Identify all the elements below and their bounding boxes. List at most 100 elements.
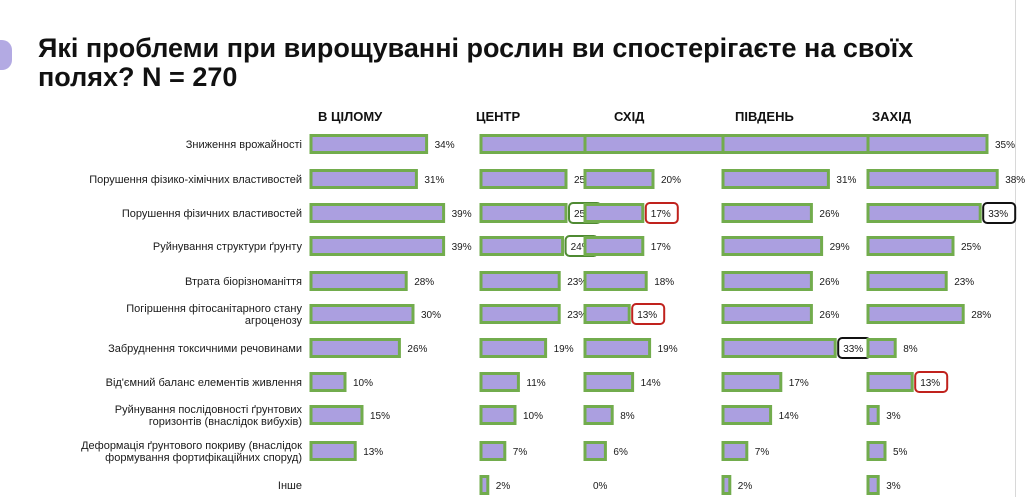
- value-label: 18%: [654, 277, 674, 288]
- bar: [479, 405, 517, 425]
- value-label: 34%: [435, 140, 455, 151]
- value-label: 7%: [513, 447, 528, 458]
- value-label: 28%: [414, 277, 434, 288]
- value-label: 10%: [523, 411, 543, 422]
- value-label: 19%: [554, 344, 574, 355]
- bar: [583, 338, 652, 358]
- value-label: 13%: [363, 447, 383, 458]
- bar: [583, 372, 635, 392]
- column-header: ЦЕНТР: [476, 109, 520, 124]
- value-label: 7%: [755, 447, 770, 458]
- value-label: 26%: [407, 344, 427, 355]
- category-label: Від'ємний баланс елементів живлення: [106, 377, 302, 389]
- bar: [309, 169, 418, 189]
- bar: [309, 271, 408, 291]
- value-label: 2%: [738, 481, 753, 492]
- bar: [309, 203, 446, 223]
- category-label: Забруднення токсичними речовинами: [108, 343, 302, 355]
- page-title: Які проблеми при вирощуванні рослин ви с…: [38, 33, 914, 92]
- category-label: Руйнування структури ґрунту: [153, 241, 303, 253]
- value-label: 25%: [961, 242, 981, 253]
- highlight-box: [644, 202, 679, 224]
- bar: [721, 236, 824, 256]
- bar: [309, 134, 429, 154]
- value-label: 13%: [920, 378, 940, 389]
- value-label: 15%: [370, 411, 390, 422]
- bar: [479, 203, 568, 223]
- category-label-line: Втрата біорізноманіття: [185, 276, 302, 288]
- value-label: 17%: [651, 242, 671, 253]
- value-label: 39%: [452, 209, 472, 220]
- bar: [583, 134, 743, 154]
- highlight-box: [914, 371, 949, 393]
- category-label-line: Порушення фізичних властивостей: [122, 208, 302, 220]
- category-label: Порушення фізичних властивостей: [122, 208, 302, 220]
- bar: [721, 304, 813, 324]
- bar: [583, 203, 645, 223]
- bar: [721, 441, 749, 461]
- bar: [309, 236, 446, 256]
- value-label: 30%: [421, 310, 441, 321]
- bar: [866, 372, 914, 392]
- category-label: Руйнування послідовності ґрунтових горизо…: [115, 404, 303, 428]
- bar: [583, 236, 645, 256]
- value-label: 17%: [789, 378, 809, 389]
- value-label: 23%: [567, 277, 587, 288]
- value-label: 39%: [452, 242, 472, 253]
- bar: [309, 304, 415, 324]
- value-label: 0%: [593, 481, 608, 492]
- category-label-line: Зниження врожайності: [186, 139, 302, 151]
- category-label-line: Інше: [278, 480, 302, 492]
- bar: [866, 169, 999, 189]
- value-label: 28%: [971, 310, 991, 321]
- value-label: 3%: [886, 411, 901, 422]
- bar: [309, 405, 364, 425]
- bar: [479, 236, 565, 256]
- value-label: 11%: [526, 378, 545, 389]
- bar: [721, 203, 813, 223]
- bar: [309, 441, 357, 461]
- bar: [721, 338, 837, 358]
- highlight-box: [631, 303, 666, 325]
- bar: [479, 372, 520, 392]
- category-label: Деформація ґрунтового покриву (внаслідок…: [81, 440, 302, 464]
- bar: [479, 441, 507, 461]
- value-label: 2%: [496, 481, 511, 492]
- bar: [721, 169, 830, 189]
- category-label-line: Порушення фізико-хімічних властивостей: [89, 174, 302, 186]
- bar: [479, 271, 561, 291]
- value-label: 14%: [641, 378, 661, 389]
- value-label: 5%: [893, 447, 908, 458]
- slide-border: [1015, 0, 1016, 497]
- value-label: 8%: [620, 411, 635, 422]
- value-label: 33%: [988, 209, 1008, 220]
- accent-tab: [0, 40, 12, 70]
- bar: [721, 372, 783, 392]
- bar: [583, 304, 631, 324]
- bar: [866, 475, 880, 495]
- value-label: 26%: [819, 277, 839, 288]
- value-label: 17%: [651, 209, 671, 220]
- value-label: 31%: [424, 175, 444, 186]
- column-header: СХІД: [614, 109, 645, 124]
- bar: [479, 338, 548, 358]
- value-label: 13%: [637, 310, 657, 321]
- category-label-line: формування фортифікаційних споруд): [105, 452, 302, 464]
- bar: [866, 304, 965, 324]
- category-label: Погіршення фітосанітарного стану агроцено…: [126, 303, 302, 327]
- category-label-line: Погіршення фітосанітарного стану: [126, 303, 302, 315]
- category-label: Інше: [278, 480, 302, 492]
- bar: [866, 134, 989, 154]
- category-label-line: Від'ємний баланс елементів живлення: [106, 377, 302, 389]
- bar: [309, 372, 347, 392]
- category-label-line: Руйнування структури ґрунту: [153, 241, 303, 253]
- category-label-line: Руйнування послідовності ґрунтових: [115, 404, 303, 416]
- bar: [866, 405, 880, 425]
- category-label-line: горизонтів (внаслідок вибухів): [149, 416, 302, 428]
- bar: [721, 475, 732, 495]
- bar: [866, 338, 897, 358]
- value-label: 3%: [886, 481, 901, 492]
- value-label: 23%: [954, 277, 974, 288]
- category-label-line: Деформація ґрунтового покриву (внаслідок: [81, 440, 302, 452]
